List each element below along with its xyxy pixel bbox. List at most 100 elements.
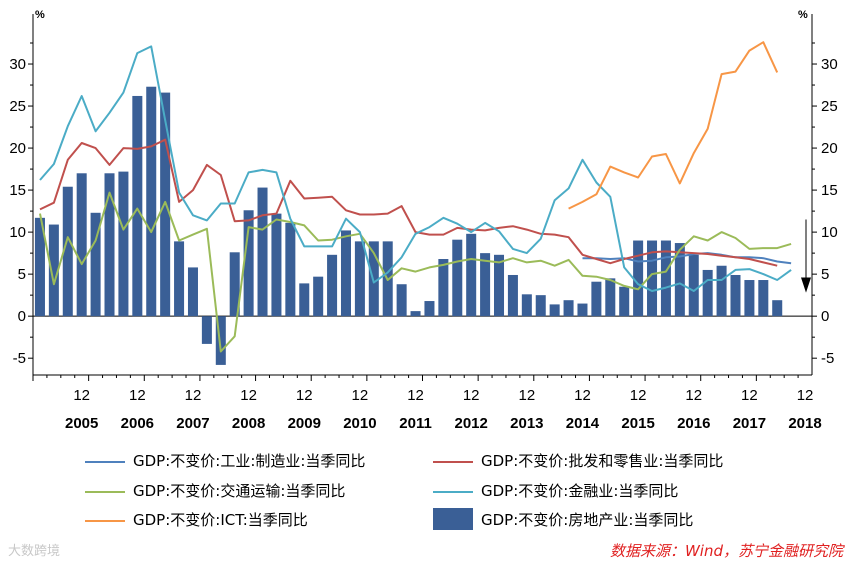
bar bbox=[494, 254, 505, 317]
x-tick-label: 12 bbox=[797, 387, 814, 404]
x-year-label: 2011 bbox=[399, 415, 432, 432]
bar bbox=[452, 239, 463, 317]
bar bbox=[271, 213, 282, 317]
bar bbox=[507, 274, 518, 317]
bar bbox=[90, 212, 101, 317]
line-manufacturing bbox=[582, 252, 792, 265]
bar bbox=[229, 252, 240, 317]
legend-label-transport: GDP:不变价:交通运输:当季同比 bbox=[133, 482, 346, 500]
bar bbox=[619, 286, 630, 317]
bar bbox=[563, 300, 574, 317]
bar bbox=[702, 269, 713, 317]
bar bbox=[62, 186, 73, 317]
bar bbox=[730, 274, 741, 317]
x-tick-label: 12 bbox=[630, 387, 647, 404]
bar bbox=[104, 173, 115, 317]
legend-label-finance: GDP:不变价:金融业:当季同比 bbox=[481, 482, 679, 500]
bar bbox=[758, 280, 769, 317]
bar bbox=[424, 301, 435, 317]
legend-swatch-transport bbox=[85, 491, 125, 493]
x-year-label: 2012 bbox=[455, 415, 488, 432]
bar bbox=[354, 241, 365, 317]
bar bbox=[647, 240, 658, 317]
legend-label-realestate: GDP:不变价:房地产业:当季同比 bbox=[481, 511, 694, 529]
x-tick-label: 12 bbox=[407, 387, 424, 404]
bar bbox=[174, 241, 185, 317]
bar bbox=[34, 217, 45, 317]
x-tick-label: 12 bbox=[352, 387, 369, 404]
y-tick-label-right: 30 bbox=[821, 56, 838, 73]
x-year-label: 2010 bbox=[343, 415, 376, 432]
x-year-label: 2016 bbox=[677, 415, 710, 432]
bar bbox=[744, 280, 755, 317]
bar bbox=[660, 240, 671, 317]
bar bbox=[132, 95, 143, 317]
bar bbox=[187, 267, 198, 317]
bar bbox=[674, 243, 685, 317]
bar bbox=[480, 253, 491, 317]
legend-label-ict: GDP:不变价:ICT:当季同比 bbox=[133, 511, 308, 529]
bar bbox=[716, 265, 727, 317]
x-year-label: 2006 bbox=[121, 415, 154, 432]
x-year-label: 2008 bbox=[232, 415, 265, 432]
x-tick-label: 12 bbox=[185, 387, 202, 404]
legend-swatch-finance bbox=[433, 491, 473, 493]
y-tick-label-right: 25 bbox=[821, 98, 838, 115]
bar bbox=[549, 304, 560, 317]
y-tick-label-left: 20 bbox=[9, 140, 26, 157]
bar bbox=[299, 283, 310, 317]
x-tick-label: 12 bbox=[463, 387, 480, 404]
y-tick-label-right: 10 bbox=[821, 224, 838, 241]
bar bbox=[285, 222, 296, 317]
legend-swatch-manufacturing bbox=[85, 461, 125, 463]
bar bbox=[688, 254, 699, 317]
y-tick-label-left: 10 bbox=[9, 224, 26, 241]
line-finance bbox=[39, 45, 792, 292]
bar bbox=[48, 224, 59, 317]
annotation-arrow-head bbox=[801, 277, 811, 293]
bar bbox=[118, 171, 129, 317]
x-tick-label: 12 bbox=[296, 387, 313, 404]
y-tick-label-right: 0 bbox=[821, 308, 829, 325]
x-tick-label: 12 bbox=[574, 387, 591, 404]
bar bbox=[438, 259, 449, 317]
x-year-label: 2017 bbox=[733, 415, 766, 432]
bar bbox=[605, 278, 616, 317]
y-tick-label-left: 30 bbox=[9, 56, 26, 73]
legend-swatch-ict bbox=[85, 520, 125, 522]
bar bbox=[215, 316, 226, 365]
legend-swatch-retail bbox=[433, 461, 473, 463]
x-year-label: 2018 bbox=[788, 415, 821, 432]
y-tick-label-left: 15 bbox=[9, 182, 26, 199]
x-tick-label: 12 bbox=[685, 387, 702, 404]
line-transport bbox=[39, 191, 792, 353]
legend-swatch-realestate bbox=[433, 508, 473, 530]
y-tick-label-left: 25 bbox=[9, 98, 26, 115]
bar bbox=[410, 311, 421, 317]
x-tick-label: 12 bbox=[73, 387, 90, 404]
x-year-label: 2014 bbox=[566, 415, 600, 432]
legend-label-manufacturing: GDP:不变价:工业:制造业:当季同比 bbox=[133, 452, 366, 470]
bar bbox=[521, 294, 532, 317]
x-tick-label: 12 bbox=[741, 387, 758, 404]
x-year-label: 2015 bbox=[621, 415, 654, 432]
bar bbox=[535, 295, 546, 317]
bar bbox=[146, 86, 157, 317]
bar bbox=[76, 173, 87, 317]
y-tick-label-right: -5 bbox=[821, 350, 834, 367]
line-retail bbox=[39, 138, 778, 267]
bar bbox=[243, 210, 254, 317]
x-tick-label: 12 bbox=[240, 387, 257, 404]
bar bbox=[257, 187, 268, 317]
bar bbox=[396, 284, 407, 317]
x-year-label: 2009 bbox=[288, 415, 321, 432]
x-year-label: 2007 bbox=[176, 415, 209, 432]
bar bbox=[313, 276, 324, 317]
bar bbox=[772, 300, 783, 317]
chart-plot: % % -5 -5 0 0 5 5 10 10 15 15 20 20 25 25 30 30 12 2005 12 20… bbox=[9, 9, 838, 432]
y-tick-label-left: 0 bbox=[18, 308, 26, 325]
x-tick-label: 12 bbox=[129, 387, 146, 404]
bar bbox=[327, 254, 338, 317]
bar bbox=[201, 316, 212, 344]
y-tick-label-left: 5 bbox=[18, 266, 26, 283]
